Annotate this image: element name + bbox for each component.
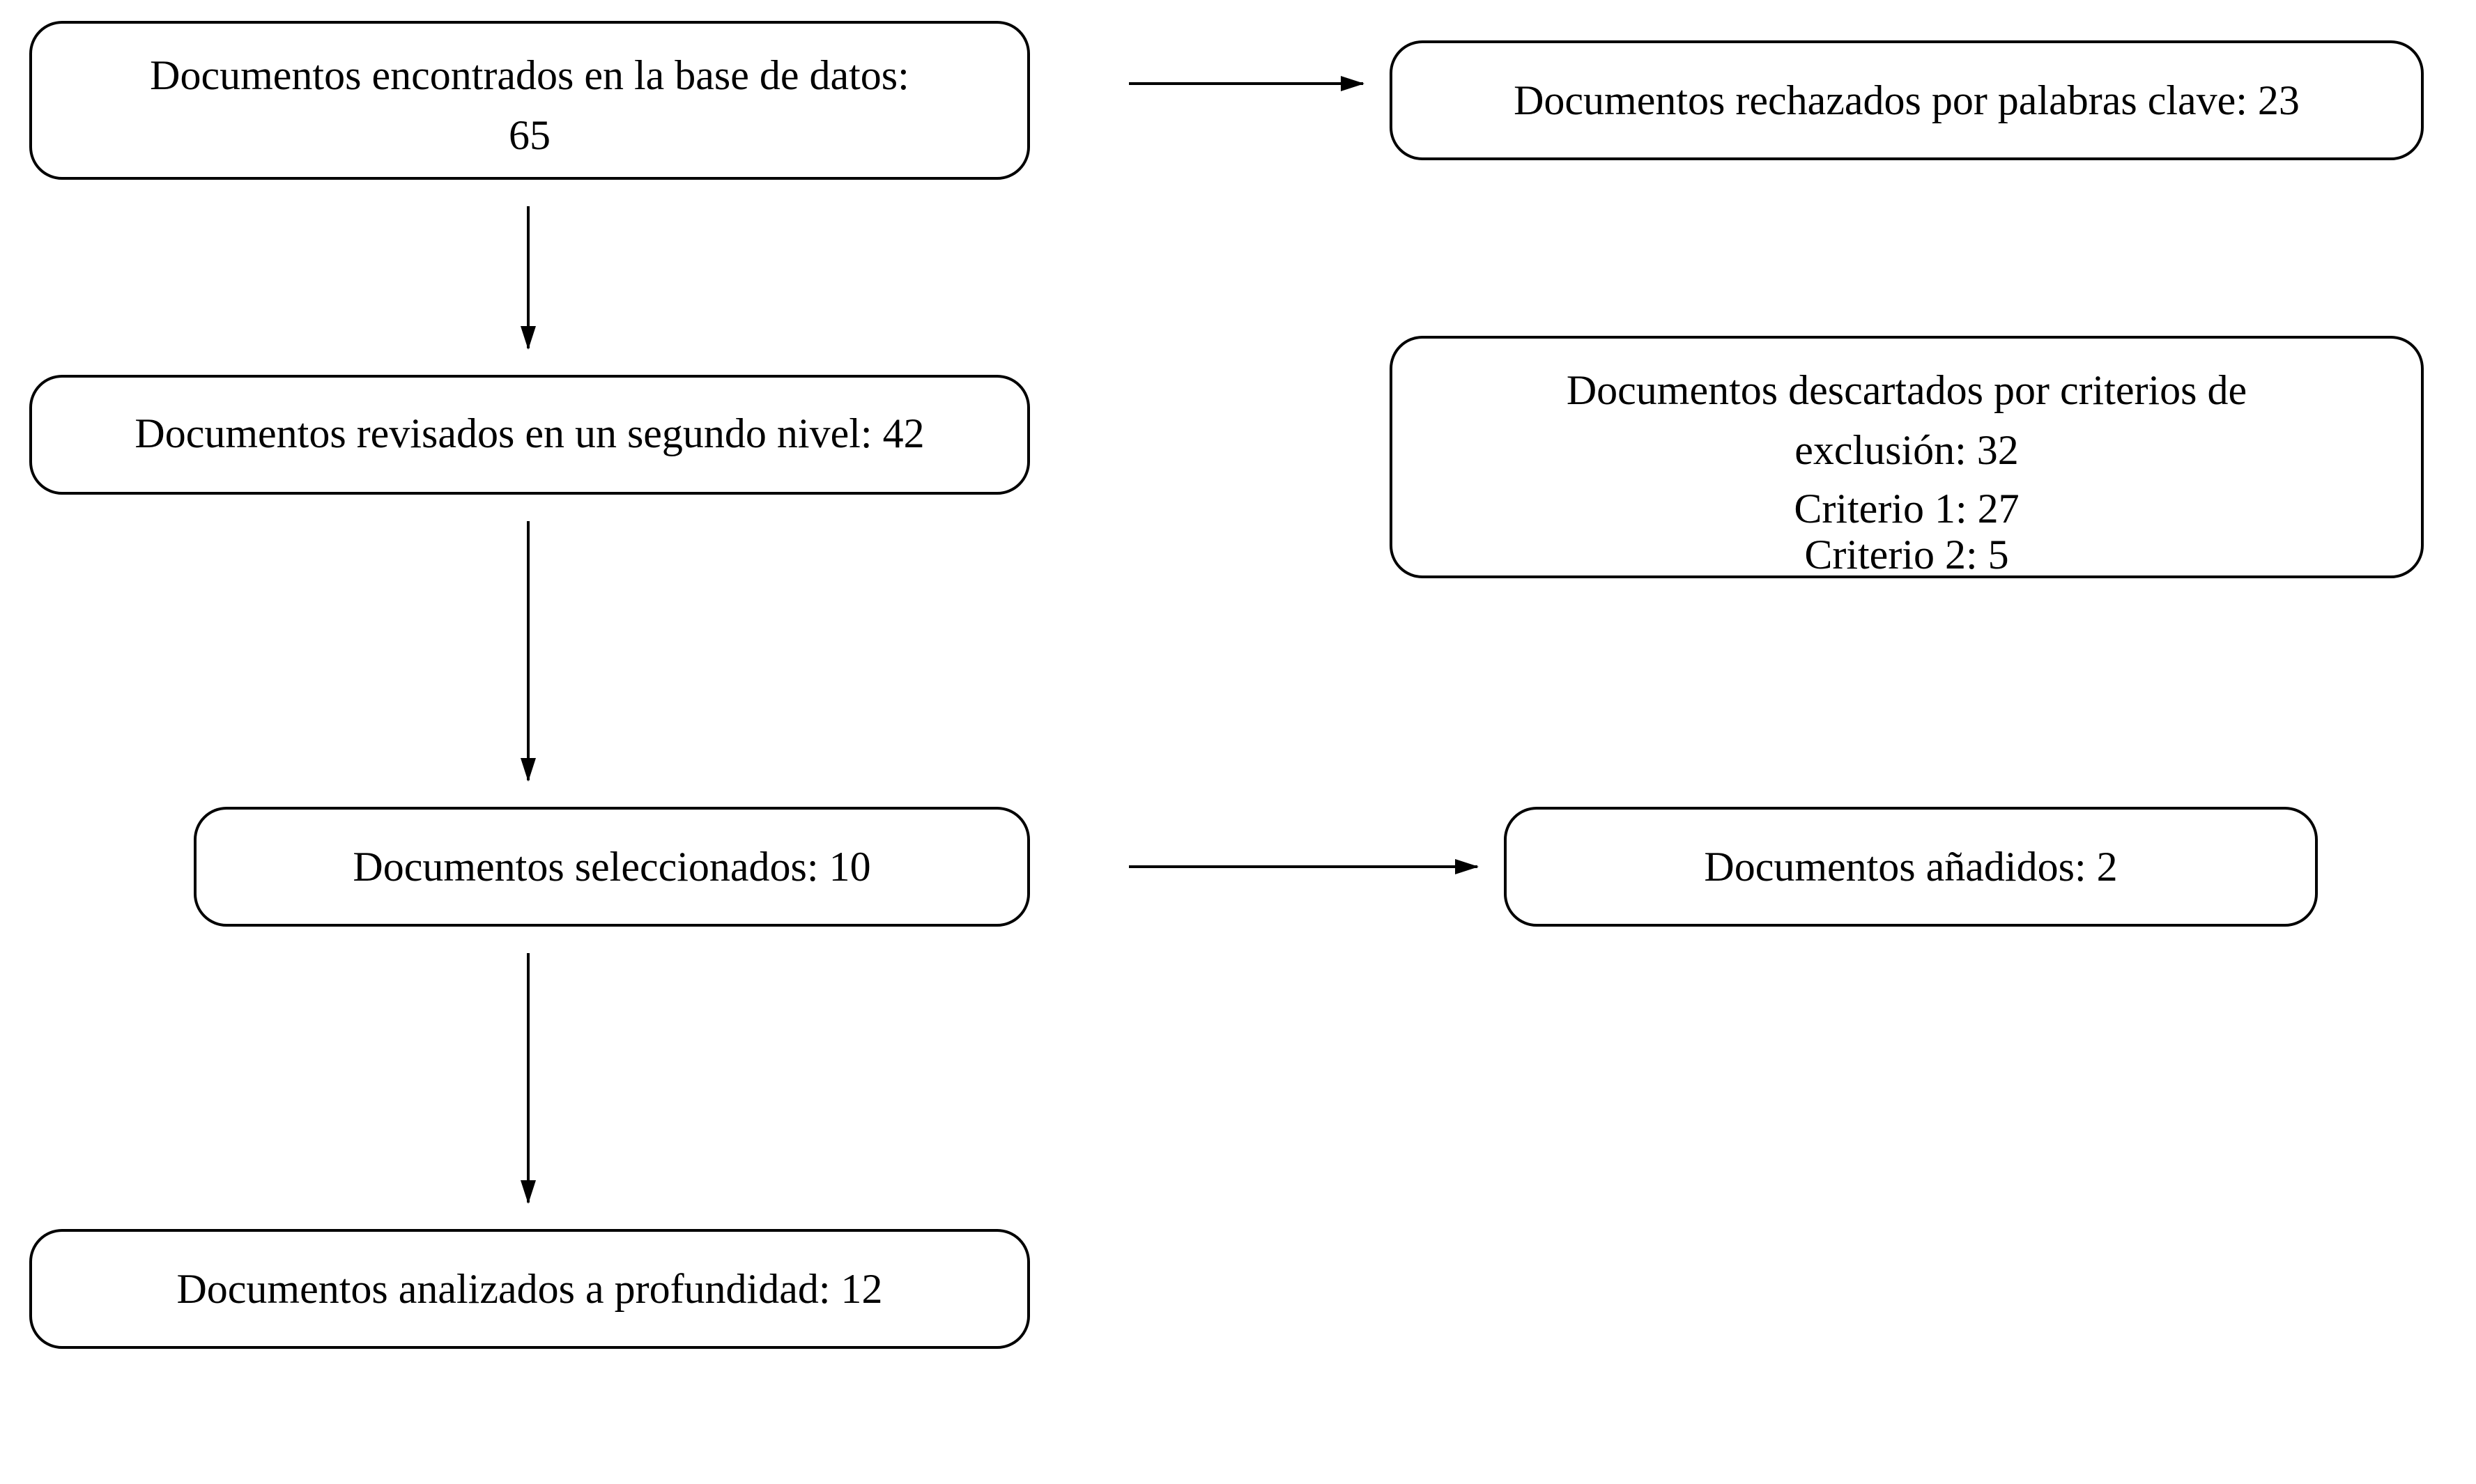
flow-node-n3: Documentos revisados en un segundo nivel…	[31, 376, 1029, 493]
flow-node-text-n1-1: 65	[509, 112, 551, 158]
flow-node-text-n4-0: Documentos descartados por criterios de	[1567, 367, 2247, 413]
flow-node-n4: Documentos descartados por criterios de e…	[1391, 337, 2422, 578]
flow-node-text-n2-0: Documentos rechazados por palabras clave…	[1514, 77, 2300, 123]
flow-node-n6: Documentos añadidos: 2	[1505, 808, 2316, 925]
flow-node-text-n5-0: Documentos seleccionados: 10	[353, 844, 870, 890]
flow-node-text-n4-3: Criterio 2: 5	[1804, 532, 2008, 578]
flow-node-text-n6-0: Documentos añadidos: 2	[1704, 844, 2117, 890]
flow-node-n1: Documentos encontrados en la base de dat…	[31, 22, 1029, 178]
flow-node-text-n4-2: Criterio 1: 27	[1794, 486, 2019, 532]
flow-node-n2: Documentos rechazados por palabras clave…	[1391, 42, 2422, 159]
flow-node-text-n7-0: Documentos analizados a profundidad: 12	[176, 1266, 882, 1312]
flow-node-n5: Documentos seleccionados: 10	[195, 808, 1029, 925]
flow-node-text-n3-0: Documentos revisados en un segundo nivel…	[134, 410, 924, 456]
flow-node-text-n1-0: Documentos encontrados en la base de dat…	[150, 52, 909, 98]
flow-node-text-n4-1: exclusión: 32	[1794, 427, 2019, 473]
flow-node-n7: Documentos analizados a profundidad: 12	[31, 1230, 1029, 1347]
